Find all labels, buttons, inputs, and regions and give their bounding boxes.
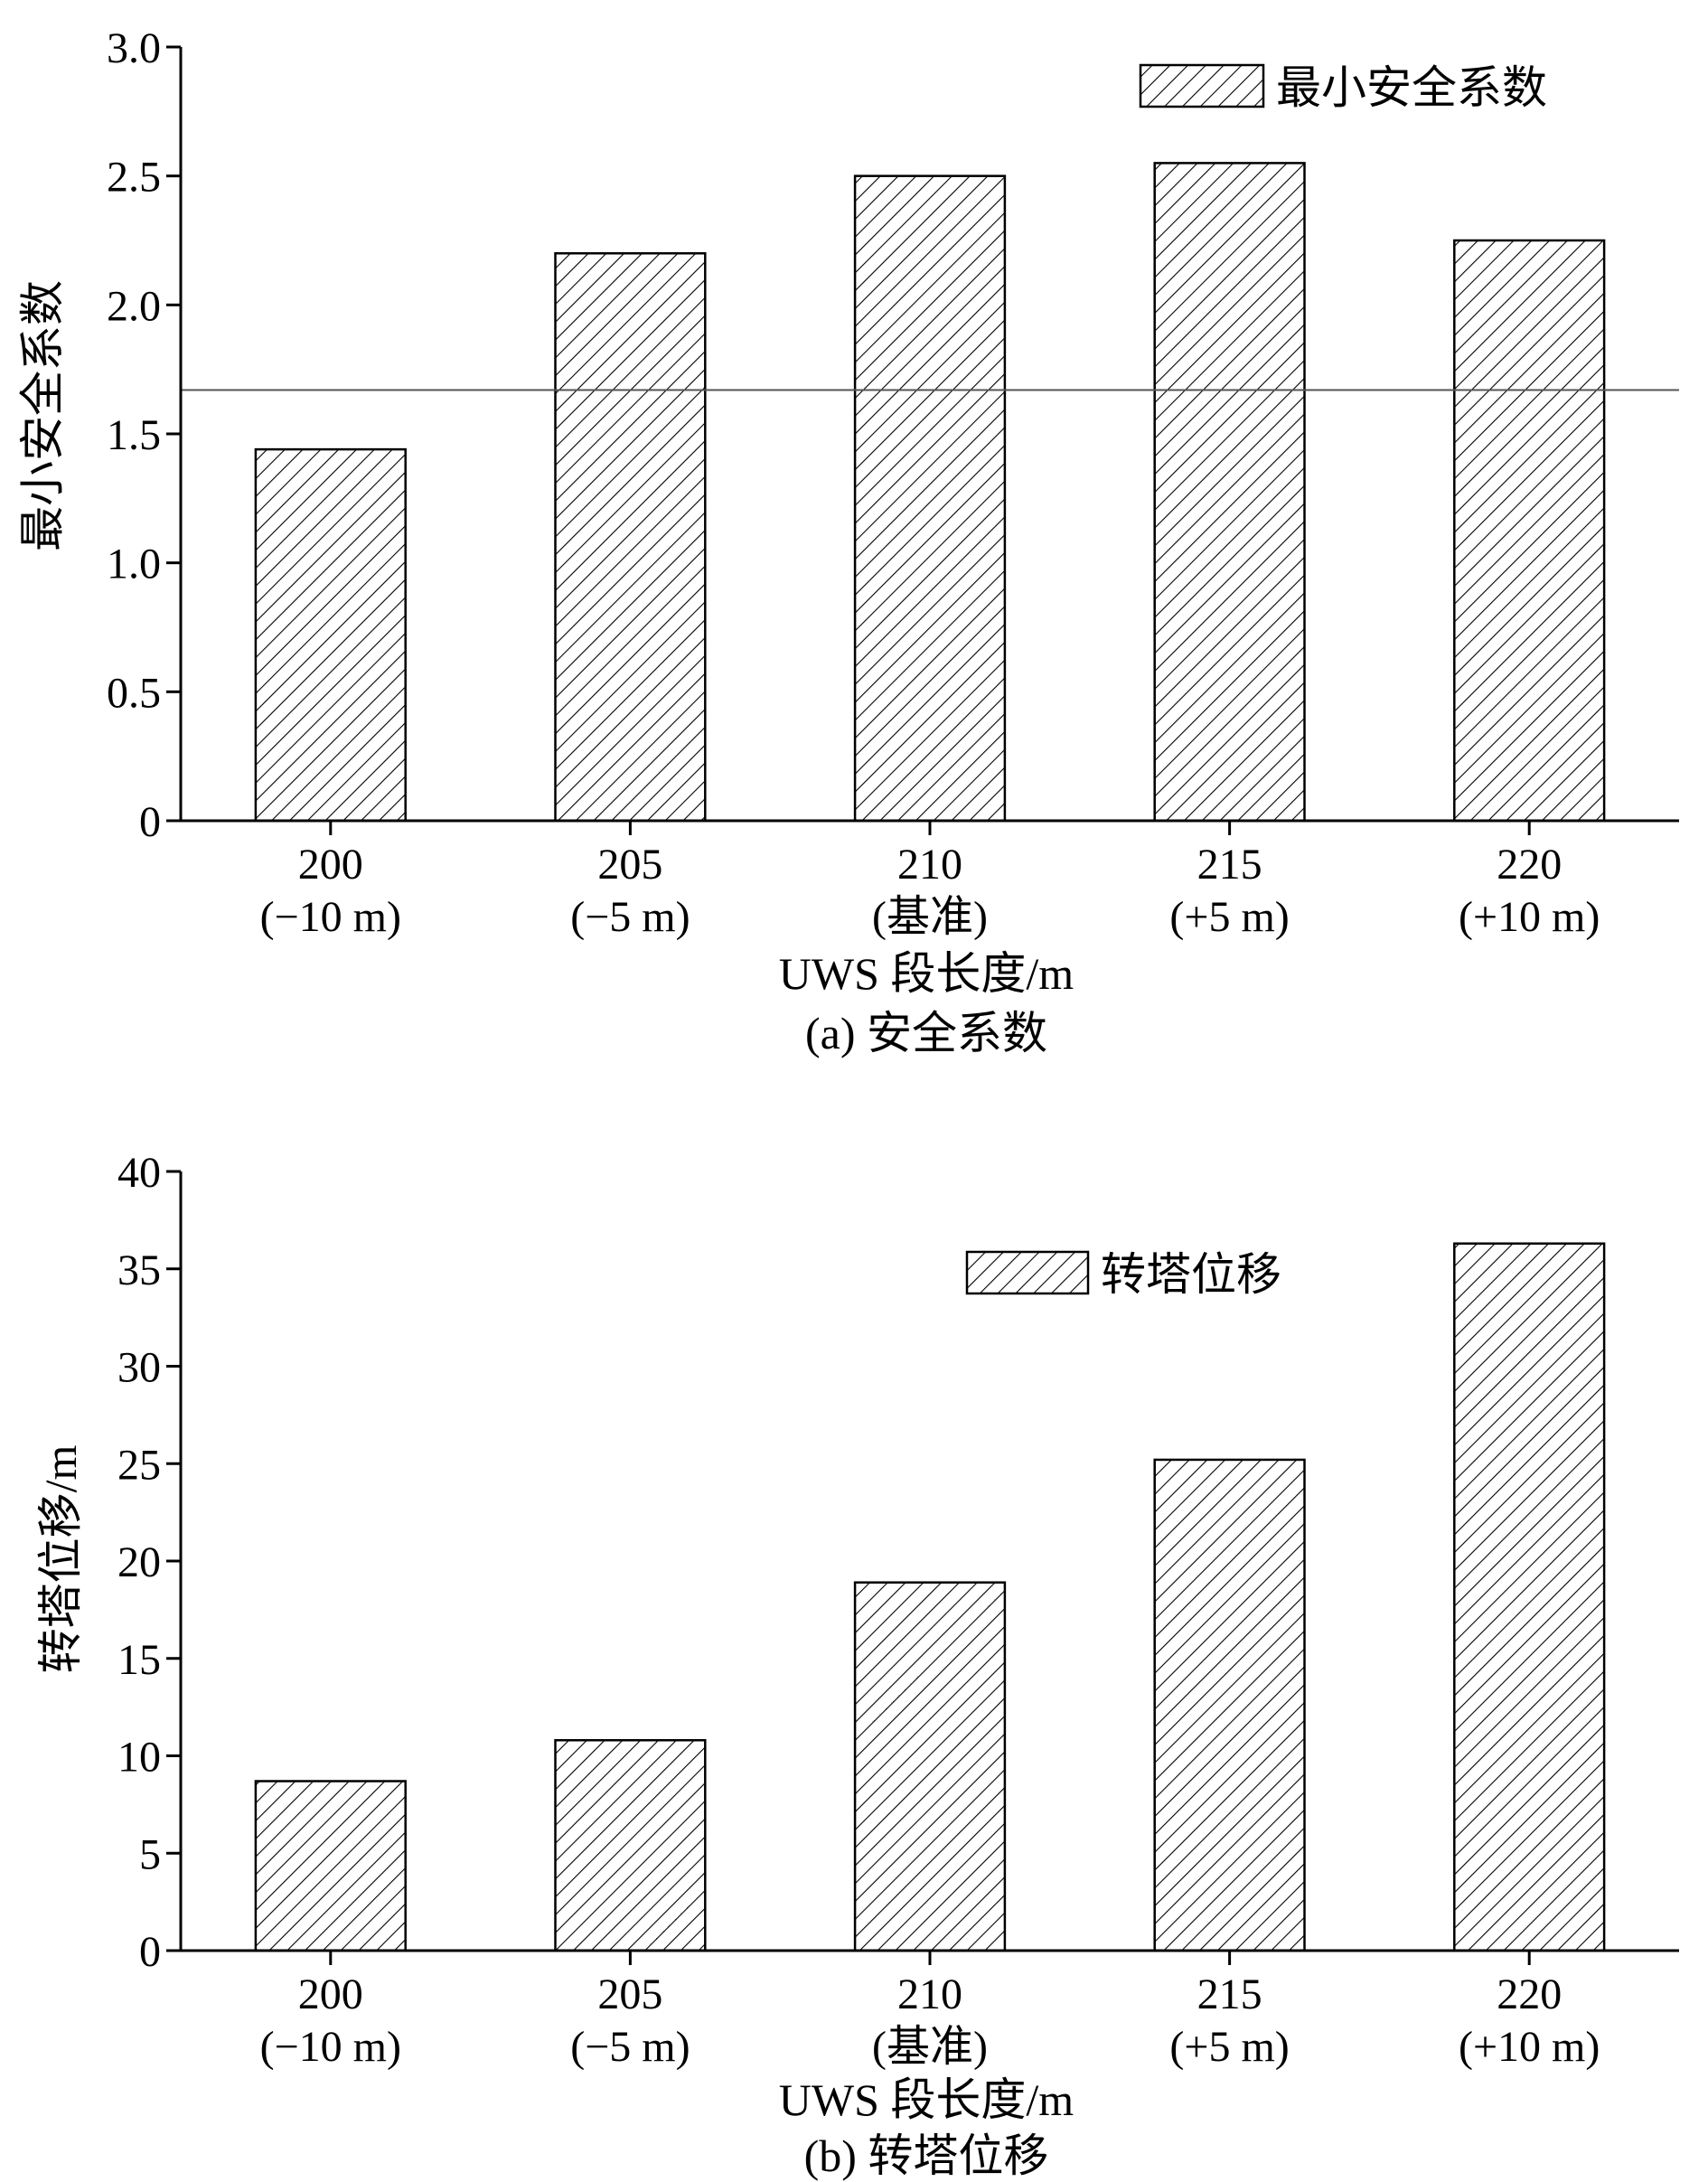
y-tick-label: 5 <box>139 1830 161 1878</box>
legend-label: 转塔位移 <box>1101 1249 1281 1300</box>
x-tick-label: 215 <box>1197 1970 1262 2018</box>
x-tick-label: 220 <box>1497 841 1562 889</box>
legend-label: 最小安全系数 <box>1276 62 1547 113</box>
y-tick-label: 2.5 <box>107 154 161 202</box>
x-tick-sublabel: (−10 m) <box>260 2023 401 2071</box>
chart-b: 0 5 10 15 20 25 30 35 40 200 (−10 m) 205 (−5 m) 210 (… <box>35 1149 1679 2181</box>
x-tick-label: 205 <box>597 1970 662 2018</box>
y-axis-ticks: 0 5 10 15 20 25 30 35 40 <box>117 1149 181 1976</box>
bar <box>554 252 707 823</box>
x-tick-sublabel: (+5 m) <box>1169 2023 1289 2071</box>
bar <box>1153 162 1306 823</box>
bar <box>254 1780 407 1952</box>
x-axis-title: UWS 段长度/m <box>779 2074 1074 2125</box>
x-tick-sublabel: (−10 m) <box>260 893 401 941</box>
x-tick-sublabel: (基准) <box>872 2023 988 2071</box>
y-tick-label: 10 <box>117 1734 161 1782</box>
x-tick-sublabel: (−5 m) <box>570 2023 690 2071</box>
x-tick-label: 210 <box>897 841 962 889</box>
x-tick-label: 205 <box>597 841 662 889</box>
legend: 转塔位移 <box>965 1249 1281 1300</box>
y-tick-label: 1.0 <box>107 541 161 588</box>
x-tick-label: 200 <box>298 841 363 889</box>
bar <box>254 447 407 823</box>
x-axis-ticks: 200 (−10 m) 205 (−5 m) 210 (基准) 215 (+5 m) 220 (+… <box>260 1951 1600 2071</box>
x-tick-label: 220 <box>1497 1970 1562 2018</box>
y-axis-title: 转塔位移/m <box>35 1445 86 1674</box>
x-tick-sublabel: (−5 m) <box>570 893 690 941</box>
chart-caption: (b) 转塔位移 <box>804 2130 1049 2181</box>
y-tick-label: 0 <box>139 1928 161 1976</box>
x-tick-sublabel: (+5 m) <box>1169 893 1289 941</box>
x-tick-label: 210 <box>897 1970 962 2018</box>
bar <box>1453 1242 1606 1952</box>
legend-swatch <box>965 1250 1090 1295</box>
x-tick-label: 200 <box>298 1970 363 2018</box>
chart-a: 00.51.01.52.02.53.0 200(−10 m)205(−5 m)2… <box>17 24 1679 1058</box>
y-axis-title: 最小安全系数 <box>17 280 68 551</box>
bar <box>853 1581 1007 1952</box>
chart-caption: (a) 安全系数 <box>805 1008 1047 1058</box>
y-tick-label: 0.5 <box>107 669 161 717</box>
y-tick-label: 25 <box>117 1441 161 1489</box>
y-tick-label: 40 <box>117 1149 161 1197</box>
x-tick-sublabel: (+10 m) <box>1459 893 1600 941</box>
x-axis-ticks: 200(−10 m) 205(−5 m) 210(基准) 215(+5 m) 220(+… <box>260 821 1600 941</box>
y-tick-label: 35 <box>117 1246 161 1294</box>
legend-swatch <box>1139 63 1265 108</box>
y-tick-label: 3.0 <box>107 24 161 72</box>
y-axis-ticks: 0 0.5 1.0 1.5 2.0 2.5 3.0 <box>107 24 181 846</box>
x-tick-label: 215 <box>1197 841 1262 889</box>
y-tick-label: 20 <box>117 1538 161 1586</box>
legend: 最小安全系数 <box>1139 62 1547 113</box>
y-tick-label: 15 <box>117 1636 161 1684</box>
y-tick-label: 30 <box>117 1344 161 1392</box>
y-tick-label: 2.0 <box>107 282 161 330</box>
x-tick-sublabel: (+10 m) <box>1459 2023 1600 2071</box>
bar <box>1153 1458 1306 1952</box>
y-tick-label: 1.5 <box>107 411 161 459</box>
bar <box>853 174 1007 823</box>
bar <box>1453 239 1606 823</box>
bar-series <box>254 162 1606 823</box>
y-tick-label: 0 <box>139 798 161 846</box>
x-tick-sublabel: (基准) <box>872 893 988 941</box>
bar <box>554 1739 707 1952</box>
bar-series <box>254 1242 1606 1952</box>
x-axis-title: UWS 段长度/m <box>779 948 1074 999</box>
